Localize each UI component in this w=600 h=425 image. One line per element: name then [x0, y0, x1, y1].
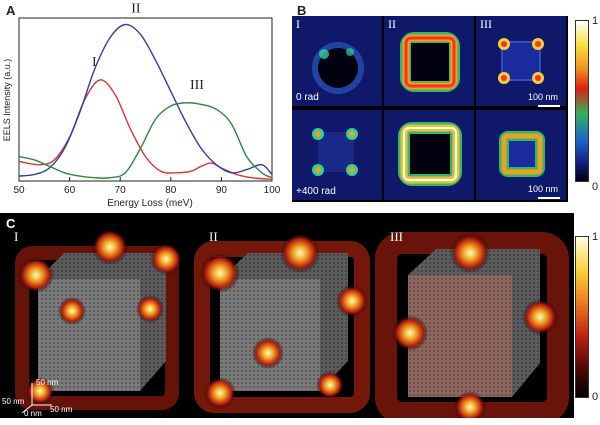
panel-c-colorbar: [575, 236, 589, 398]
cube-III: [375, 232, 569, 418]
axes-triad: [21, 383, 52, 414]
map-tile-III-400rad: [476, 110, 566, 200]
cube-I: [15, 229, 182, 410]
panel-c-colorbar-min: 0: [592, 391, 599, 403]
axis-label-x: 50 nm: [50, 405, 73, 414]
scale-bar-bottom: [538, 197, 560, 199]
map-tile-III-0rad: [476, 16, 566, 106]
scale-label-bottom: 100 nm: [528, 184, 559, 194]
series-line-II: [18, 23, 273, 177]
panel-b-colorbar: [575, 20, 589, 182]
x-tick-label: 90: [216, 185, 228, 196]
column-label-II: II: [388, 17, 396, 31]
x-tick-label: 70: [115, 185, 127, 196]
y-axis-label: EELS Intensity (a.u.): [2, 59, 12, 142]
scale-bar-top: [538, 105, 560, 107]
row-label-0rad: 0 rad: [296, 92, 319, 103]
series-annotation-I: I: [92, 55, 97, 70]
cube-label-I: I: [14, 229, 19, 244]
x-tick-label: 50: [13, 185, 25, 196]
axis-label-y: 50 nm: [2, 397, 25, 406]
axis-label-origin: 0 nm: [24, 409, 42, 418]
map-tile-II-400rad: [384, 110, 474, 200]
cube-label-II: II: [209, 229, 218, 244]
column-label-I: I: [296, 17, 300, 31]
map-tile-II-0rad: [384, 16, 474, 106]
panel-c-colorbar-max: 1: [592, 231, 599, 243]
axis-label-z: 50 nm: [36, 378, 59, 387]
x-axis-label: Energy Loss (meV): [107, 198, 193, 209]
panel-b-colorbar-min: 0: [592, 181, 599, 193]
cube-II: [194, 233, 370, 413]
panel-b-colorbar-max: 1: [592, 15, 599, 27]
panel-b-letter: B: [297, 3, 307, 18]
x-tick-label: 80: [165, 185, 177, 196]
x-tick-label: 100: [264, 185, 281, 196]
row-label-400rad: +400 rad: [296, 186, 336, 197]
panel-c-renders: C: [0, 213, 574, 418]
plot-frame: [18, 17, 273, 182]
panel-a-letter: A: [6, 3, 16, 18]
panel-c-letter: C: [6, 216, 16, 231]
series-line-III: [18, 102, 273, 179]
series-annotation-III: III: [190, 78, 204, 93]
x-tick-label: 60: [64, 185, 76, 196]
column-label-III: III: [480, 17, 492, 31]
series-annotation-II: II: [131, 2, 141, 17]
cube-label-III: III: [390, 229, 403, 244]
map-tile-I-400rad: [292, 110, 382, 200]
map-tile-I-0rad: [292, 16, 382, 106]
scale-label-top: 100 nm: [528, 92, 559, 102]
eels-maps: I II III 0 rad +400 rad 100 nm 100 nm: [292, 16, 568, 202]
